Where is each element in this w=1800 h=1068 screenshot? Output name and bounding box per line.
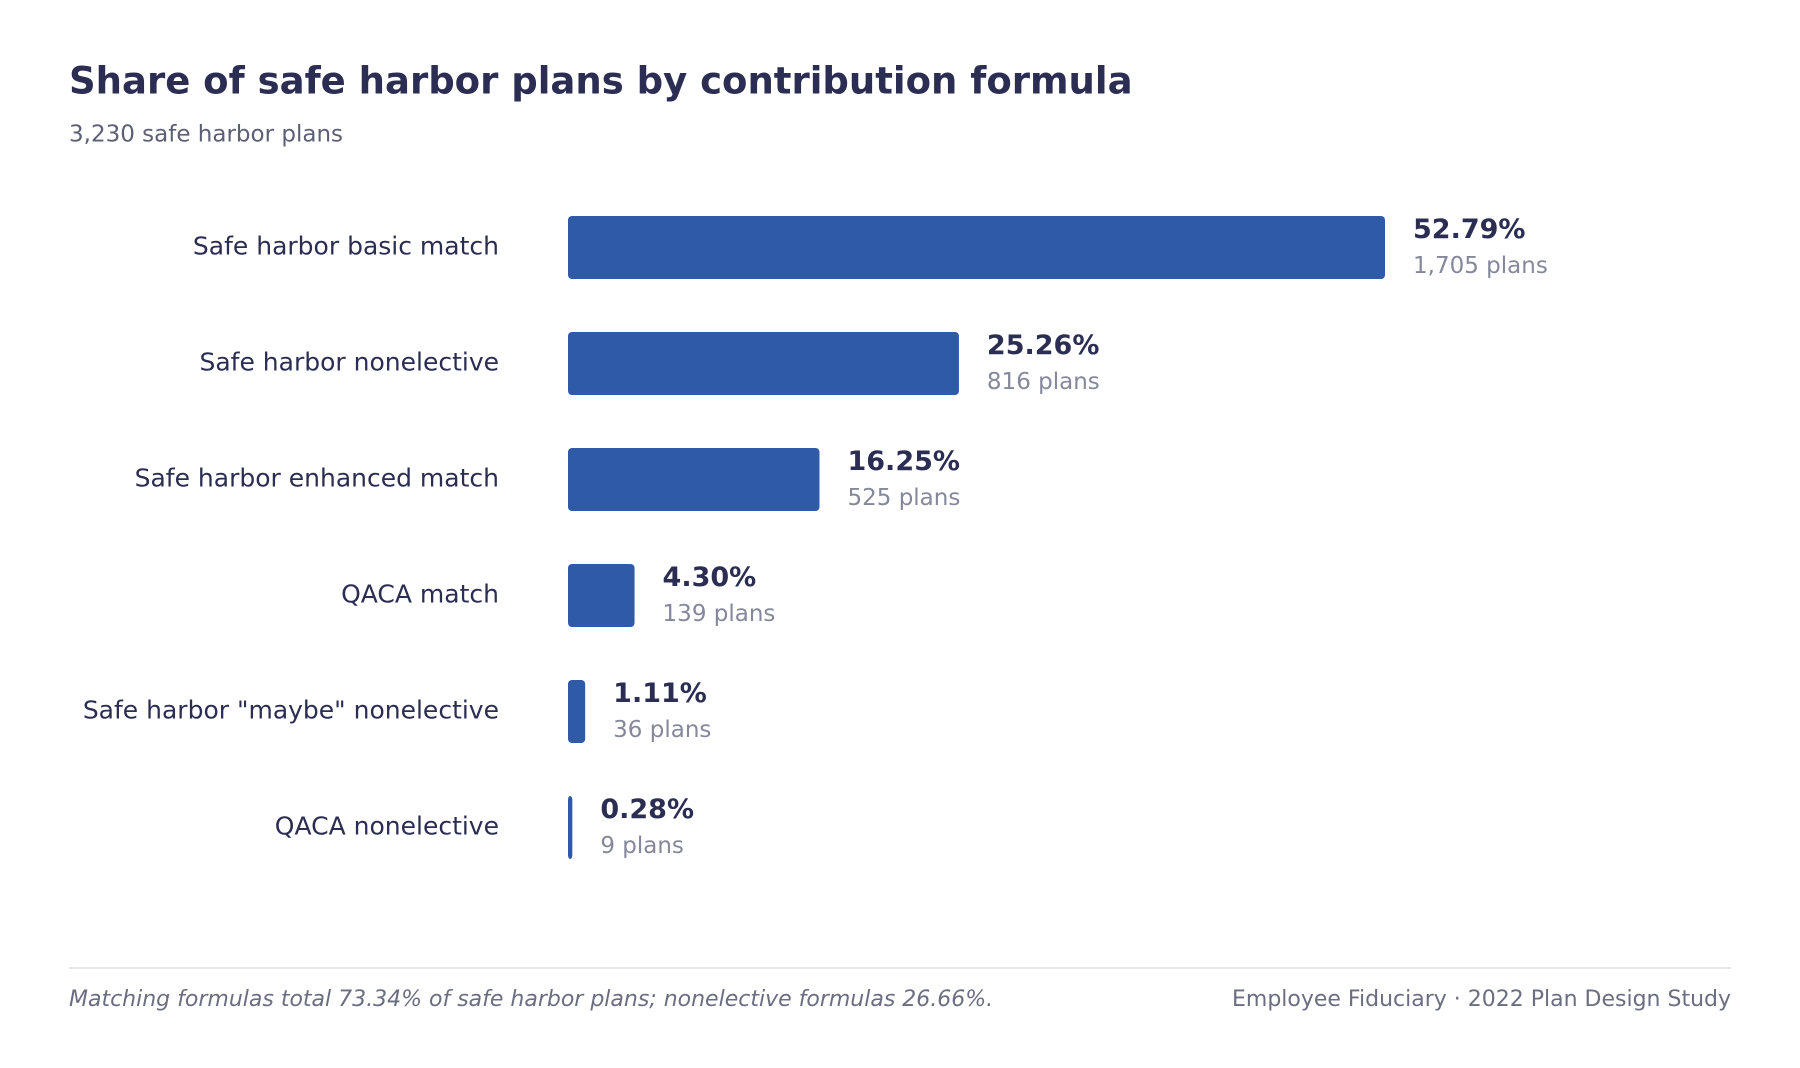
category-label: QACA match xyxy=(341,580,499,609)
count-label: 36 plans xyxy=(613,717,711,743)
chart-subtitle: 3,230 safe harbor plans xyxy=(69,122,343,148)
bar xyxy=(568,680,586,743)
category-label: Safe harbor enhanced match xyxy=(135,464,499,493)
count-label: 525 plans xyxy=(847,485,960,511)
count-label: 1,705 plans xyxy=(1413,253,1548,279)
bar xyxy=(568,796,573,859)
count-label: 139 plans xyxy=(663,601,776,627)
count-label: 9 plans xyxy=(600,833,684,859)
value-label: 52.79% xyxy=(1413,214,1525,245)
bar xyxy=(568,332,959,395)
category-label: Safe harbor "maybe" nonelective xyxy=(83,696,499,725)
category-label: Safe harbor nonelective xyxy=(199,348,499,377)
bar xyxy=(568,448,820,511)
value-label: 4.30% xyxy=(663,562,757,593)
value-label: 25.26% xyxy=(987,330,1099,361)
footnote: Matching formulas total 73.34% of safe h… xyxy=(69,987,993,1012)
chart-title: Share of safe harbor plans by contributi… xyxy=(69,60,1133,103)
source: Employee Fiduciary · 2022 Plan Design St… xyxy=(1232,987,1731,1012)
category-label: QACA nonelective xyxy=(275,812,499,841)
count-label: 816 plans xyxy=(987,369,1100,395)
bar xyxy=(568,216,1385,279)
value-label: 16.25% xyxy=(847,446,959,477)
value-label: 1.11% xyxy=(613,678,707,709)
category-label: Safe harbor basic match xyxy=(193,232,499,261)
value-label: 0.28% xyxy=(600,794,694,825)
bar xyxy=(568,564,635,627)
